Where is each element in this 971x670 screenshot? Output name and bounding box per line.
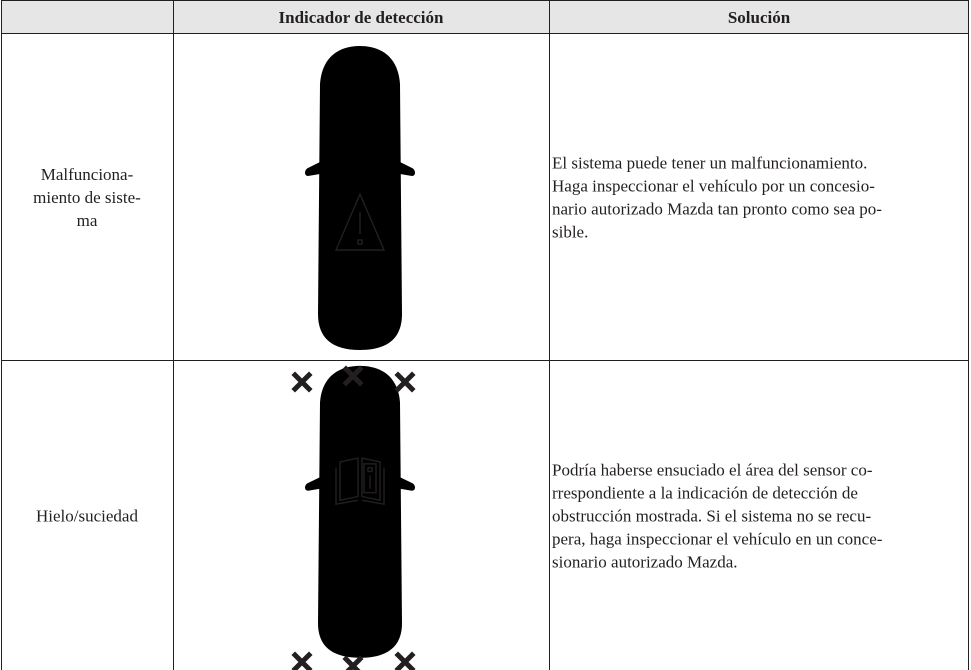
- header-bg: [1, 1, 969, 33]
- solution-text: rrespondiente a la indicación de detecci…: [552, 484, 858, 503]
- solution-text: Podría haberse ensuciado el área del sen…: [552, 461, 873, 480]
- car-icon: [305, 365, 415, 658]
- row-label: ma: [77, 211, 98, 230]
- solution-text: nario autorizado Mazda tan pronto como s…: [552, 200, 882, 219]
- column-header: Indicador de detección: [279, 8, 445, 27]
- solution-text: obstrucción mostrada. Si el sistema no s…: [552, 507, 871, 526]
- row-label: Hielo/suciedad: [36, 507, 138, 526]
- solution-text: El sistema puede tener un malfuncionamie…: [552, 154, 867, 173]
- solution-text: sionario autorizado Mazda.: [552, 553, 738, 572]
- solution-text: sible.: [552, 223, 588, 242]
- row-label: Malfunciona-: [41, 165, 134, 184]
- row-label: miento de siste-: [33, 188, 141, 207]
- solution-text: Haga inspeccionar el vehículo por un con…: [552, 177, 875, 196]
- car-icon: [305, 46, 415, 350]
- solution-text: pera, haga inspeccionar el vehículo en u…: [552, 530, 883, 549]
- column-header: Solución: [728, 8, 791, 27]
